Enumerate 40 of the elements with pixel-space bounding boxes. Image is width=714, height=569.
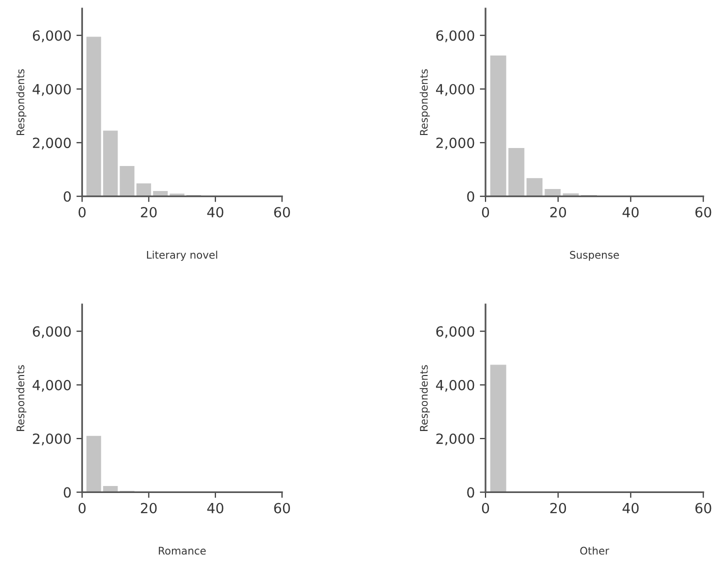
y-tick-label: 2,000 — [32, 434, 71, 446]
x-tick-label: 40 — [207, 502, 224, 514]
x-tick-label: 20 — [140, 206, 157, 218]
y-tick-label: 2,000 — [32, 138, 71, 150]
x-tick-label: 40 — [622, 502, 639, 514]
x-tick-label: 0 — [482, 206, 490, 218]
x-axis-title: Literary novel — [147, 250, 218, 261]
x-tick-label: 40 — [207, 206, 224, 218]
y-tick-label: 4,000 — [436, 84, 474, 96]
x-tick-label: 0 — [78, 206, 86, 218]
y-tick-label: 2,000 — [436, 138, 474, 150]
y-tick-label: 0 — [64, 487, 71, 498]
y-axis-title: Respondents — [16, 365, 26, 431]
y-axis-title: Respondents — [420, 69, 430, 136]
x-tick-label: 0 — [78, 502, 86, 514]
y-tick-label: 4,000 — [436, 380, 474, 392]
y-tick-label: 0 — [64, 191, 71, 202]
x-tick-label: 60 — [695, 502, 712, 514]
x-axis-title: Other — [580, 546, 610, 555]
x-tick-label: 40 — [622, 206, 639, 218]
y-axis-title: Respondents — [420, 365, 430, 431]
x-tick-label: 20 — [550, 206, 566, 218]
y-tick-label: 6,000 — [436, 30, 474, 42]
x-tick-label: 20 — [550, 502, 566, 514]
y-tick-label: 4,000 — [32, 84, 71, 96]
x-tick-label: 60 — [695, 206, 712, 218]
x-tick-label: 60 — [274, 206, 290, 218]
x-axis-title: Suspense — [570, 250, 619, 261]
x-tick-label: 20 — [140, 502, 157, 514]
y-tick-label: 2,000 — [436, 434, 474, 446]
y-tick-label: 4,000 — [32, 380, 71, 392]
y-tick-label: 6,000 — [32, 30, 71, 42]
y-axis-title: Respondents — [16, 69, 26, 136]
x-tick-label: 0 — [482, 502, 490, 514]
y-tick-label: 6,000 — [436, 326, 474, 338]
x-tick-label: 60 — [274, 502, 290, 514]
y-tick-label: 0 — [467, 487, 474, 498]
y-tick-label: 0 — [467, 191, 474, 202]
x-axis-title: Romance — [158, 546, 206, 555]
y-tick-label: 6,000 — [32, 326, 71, 338]
